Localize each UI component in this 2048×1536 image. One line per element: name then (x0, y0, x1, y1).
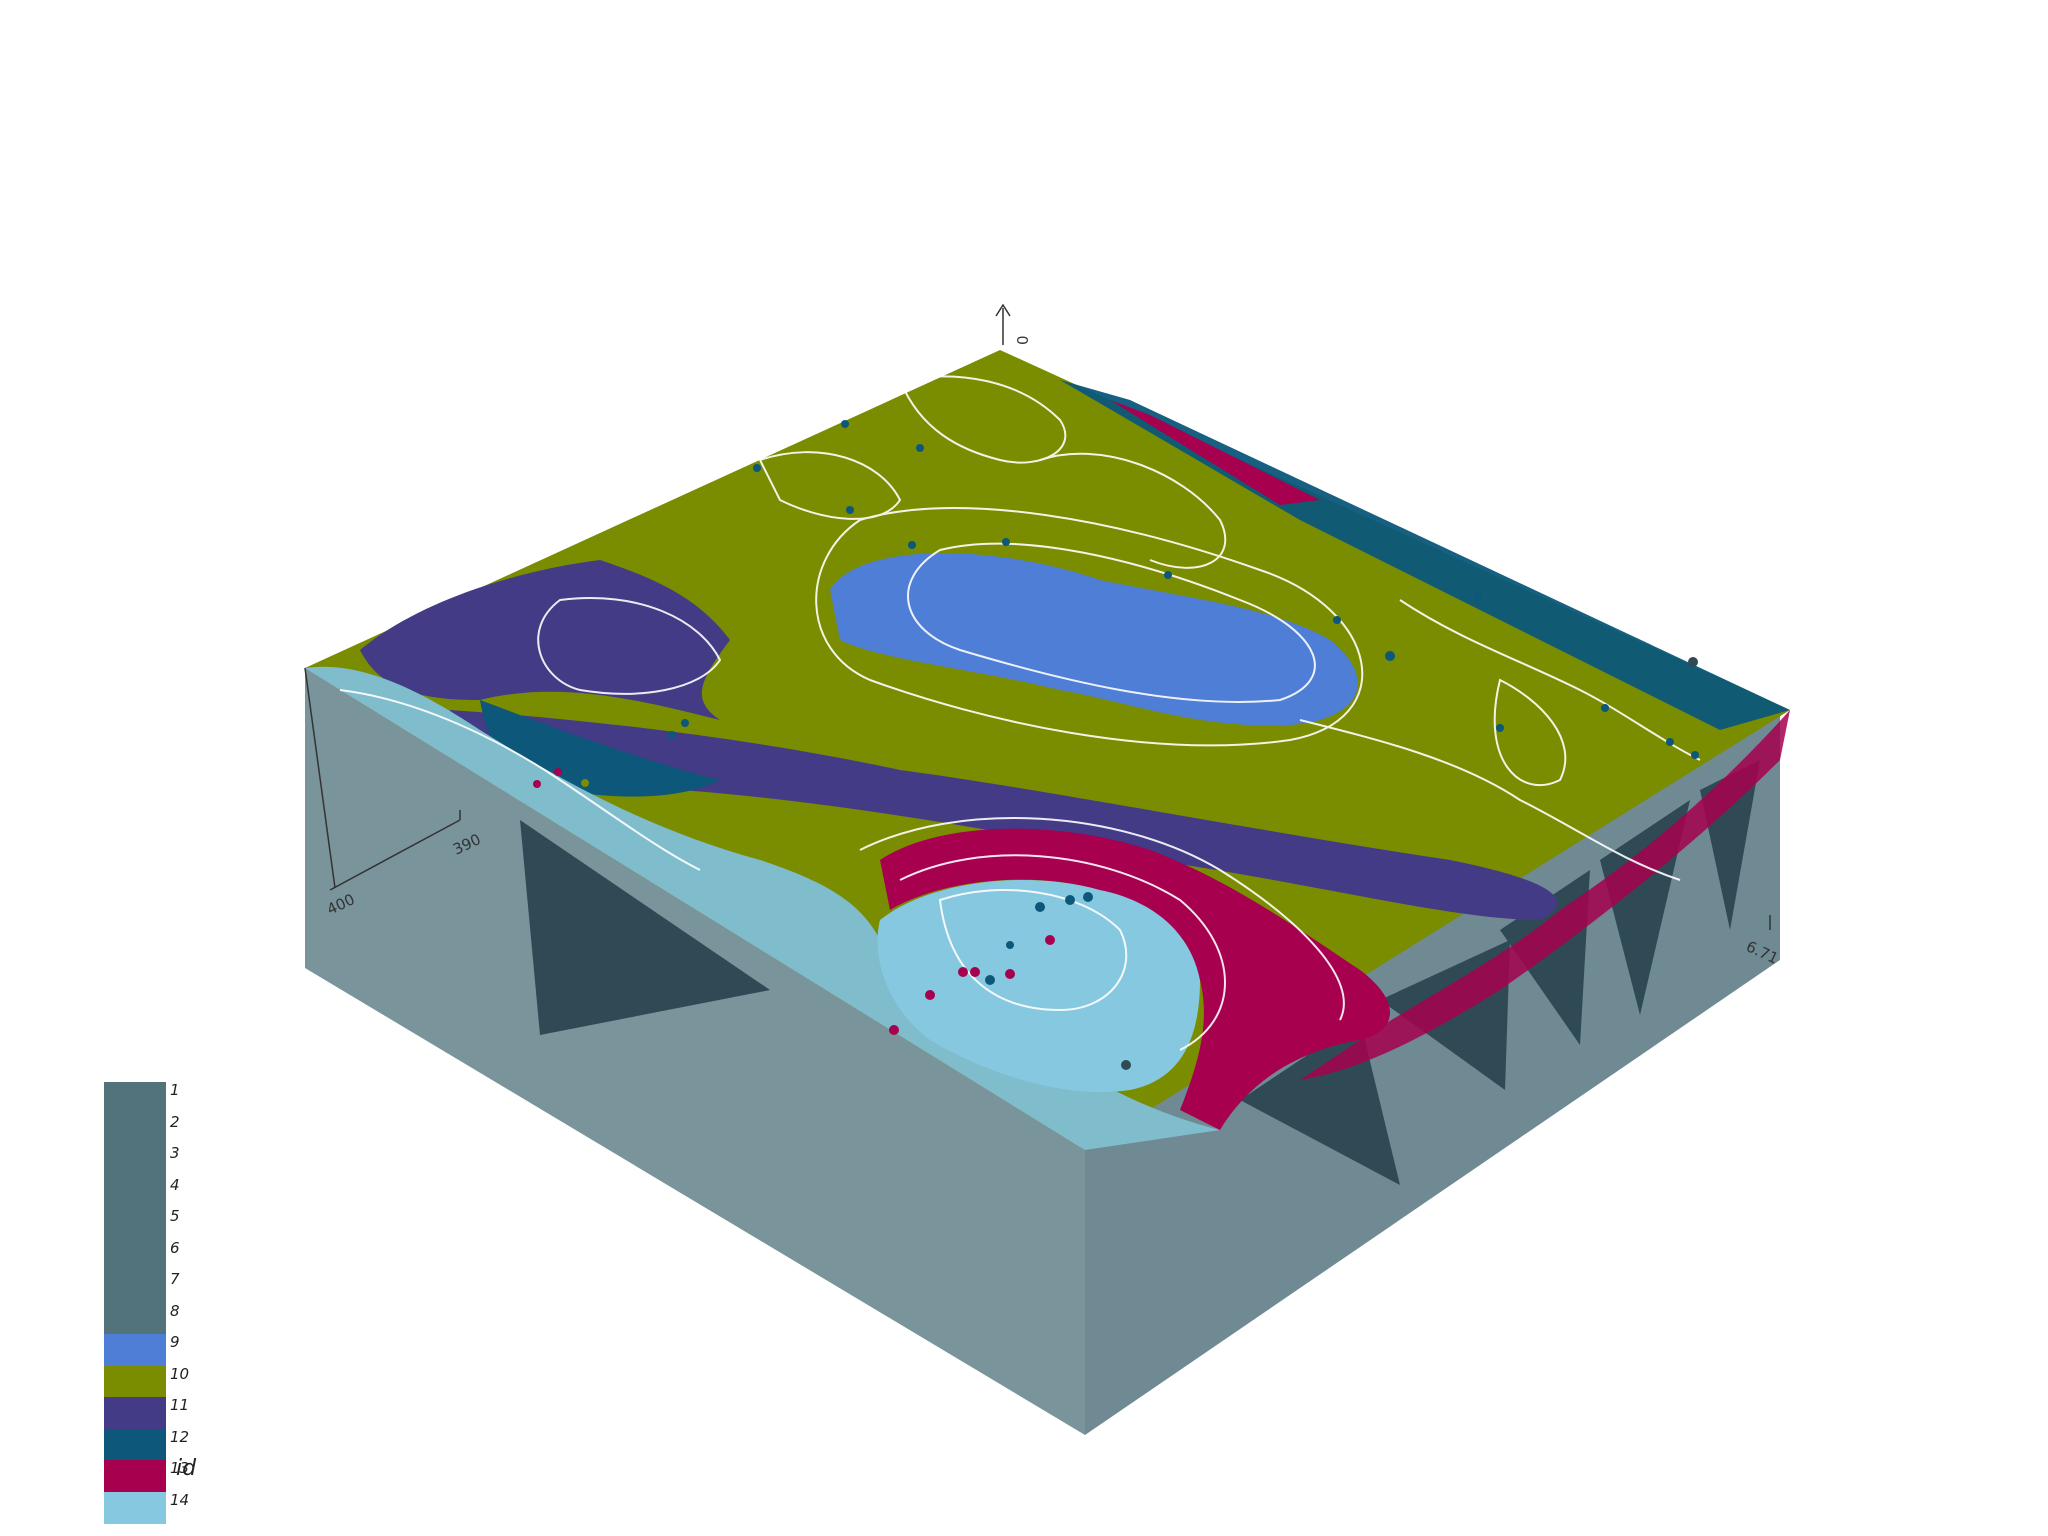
marker (958, 967, 968, 977)
marker (1006, 941, 1014, 949)
unit-9-central-region (830, 553, 1358, 726)
legend-label-6: 6 (170, 1238, 180, 1257)
marker (1496, 724, 1504, 732)
unit-11-band-upper (360, 560, 730, 720)
marker (1121, 1060, 1131, 1070)
fault-wedge-left (520, 820, 770, 1035)
legend-swatch-9 (104, 1334, 166, 1366)
legend-label-13: 13 (170, 1459, 190, 1477)
legend-label-12: 12 (170, 1427, 190, 1446)
marker (581, 779, 589, 787)
unit-13-band-right (1110, 400, 1320, 505)
legend-swatch-5 (104, 1208, 166, 1240)
legend-label-5: 5 (170, 1207, 180, 1225)
marker (1474, 593, 1482, 601)
contour-lines (339, 375, 1701, 1051)
legend-label-9: 9 (170, 1333, 180, 1351)
legend-label-4: 4 (170, 1175, 180, 1194)
legend-swatch-7 (104, 1271, 166, 1303)
legend-label-1: 1 (170, 1081, 180, 1099)
legend-label-10: 10 (170, 1364, 190, 1383)
legend-label-2: 2 (170, 1112, 180, 1131)
axes (304, 303, 1771, 930)
marker (1333, 616, 1341, 624)
legend-swatch-10 (104, 1365, 166, 1398)
legend-swatch-4 (104, 1176, 166, 1209)
marker (925, 990, 935, 1000)
marker (908, 541, 916, 549)
marker (668, 731, 676, 739)
marker (970, 967, 980, 977)
legend-label-14: 14 (170, 1490, 190, 1509)
axis-label-z-top: 0 (1014, 335, 1032, 345)
marker (1002, 538, 1010, 546)
id-color-legend: 1 2 3 4 5 6 7 8 9 10 11 12 13 14 id (104, 1081, 224, 1524)
unit-14-region-center (877, 880, 1200, 1092)
marker (1005, 969, 1015, 979)
marker (1385, 651, 1395, 661)
marker (1083, 892, 1093, 902)
legend-label-8: 8 (170, 1301, 180, 1320)
borehole-markers (533, 420, 1699, 1070)
block-front-left-face (305, 668, 1085, 1435)
legend-label-11: 11 (170, 1396, 190, 1414)
marker (916, 444, 924, 452)
marker (1666, 738, 1674, 746)
legend-swatch-11 (104, 1397, 166, 1429)
marker (1601, 704, 1609, 712)
marker (889, 1025, 899, 1035)
legend-swatch-2 (104, 1113, 166, 1146)
unit-14-region-lower (305, 666, 1220, 1150)
marker (554, 768, 562, 776)
legend-swatch-14 (104, 1491, 166, 1524)
unit-11-band-mid (450, 710, 1558, 920)
legend-swatch-8 (104, 1302, 166, 1335)
marker (753, 464, 761, 472)
marker (1691, 751, 1699, 759)
marker (1035, 902, 1045, 912)
legend-swatch-12 (104, 1428, 166, 1461)
marker (681, 719, 689, 727)
marker (985, 975, 995, 985)
legend-swatch-6 (104, 1239, 166, 1272)
marker (533, 780, 541, 788)
legend-swatch-1 (104, 1082, 166, 1114)
marker (846, 506, 854, 514)
legend-label-7: 7 (170, 1270, 180, 1288)
legend-swatch-13 (104, 1460, 166, 1492)
unit-13-ring (880, 828, 1390, 1130)
marker (1045, 935, 1055, 945)
marker (1065, 895, 1075, 905)
marker (1164, 571, 1172, 579)
legend-label-3: 3 (170, 1144, 180, 1162)
legend-title: id (176, 1456, 197, 1481)
marker (1688, 657, 1698, 667)
legend-swatch-3 (104, 1145, 166, 1177)
marker (841, 420, 849, 428)
